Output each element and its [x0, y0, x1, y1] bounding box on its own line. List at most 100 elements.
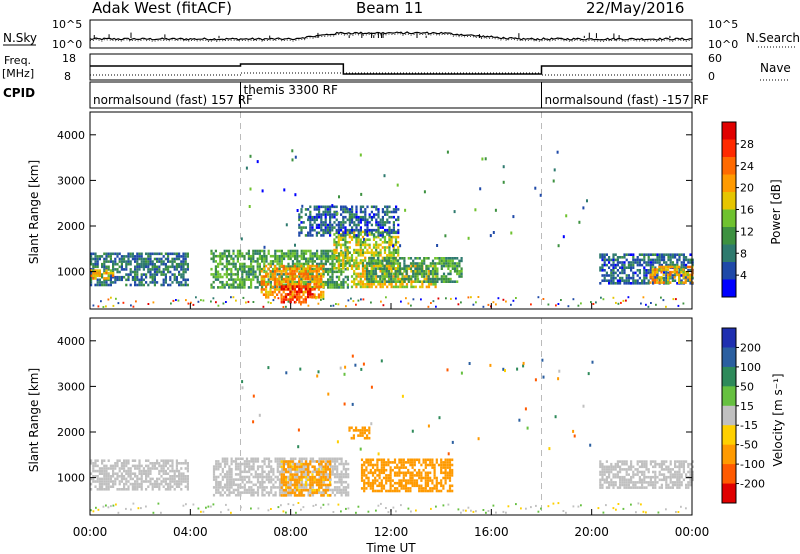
range-gate	[404, 466, 408, 469]
range-gate	[300, 275, 303, 278]
range-gate	[387, 461, 390, 464]
range-gate	[186, 485, 189, 488]
range-gate	[315, 470, 318, 474]
range-gate	[90, 459, 93, 462]
range-gate	[94, 459, 97, 462]
range-gate	[289, 460, 292, 463]
range-gate	[307, 215, 310, 219]
range-gate	[335, 254, 338, 258]
range-gate	[285, 468, 288, 471]
range-gate	[296, 470, 299, 474]
range-gate	[432, 300, 435, 303]
range-gate	[283, 252, 286, 255]
range-gate	[256, 249, 259, 253]
range-gate	[619, 256, 622, 259]
range-gate	[458, 262, 461, 265]
range-gate	[230, 262, 233, 266]
range-gate	[322, 205, 325, 209]
range-gate	[342, 238, 345, 241]
range-gate	[664, 265, 667, 269]
range-gate	[652, 460, 655, 463]
y-tick-label: 4000	[57, 129, 85, 142]
range-gate	[608, 282, 611, 285]
range-gate	[652, 483, 655, 487]
range-gate	[250, 262, 253, 266]
range-gate	[298, 295, 301, 299]
range-gate	[241, 478, 244, 481]
range-gate	[651, 273, 654, 277]
range-gate	[294, 254, 297, 258]
range-gate	[285, 481, 288, 484]
range-gate	[342, 226, 345, 229]
range-gate	[442, 259, 446, 263]
range-gate	[396, 280, 399, 283]
range-gate	[630, 253, 633, 256]
range-gate	[630, 462, 633, 466]
range-gate	[357, 221, 360, 224]
range-gate	[187, 302, 190, 305]
range-gate	[625, 483, 628, 487]
range-gate	[388, 231, 391, 235]
range-gate	[482, 305, 485, 308]
range-gate	[101, 480, 104, 483]
range-gate	[342, 261, 345, 265]
range-gate	[136, 283, 139, 287]
range-gate	[320, 254, 323, 258]
range-gate	[429, 280, 432, 283]
range-gate	[293, 468, 296, 471]
range-gate	[270, 478, 273, 481]
range-gate	[296, 475, 299, 479]
range-gate	[658, 478, 661, 482]
range-gate	[184, 283, 187, 287]
range-gate	[313, 221, 316, 224]
range-gate	[120, 480, 123, 483]
range-gate	[429, 272, 432, 276]
range-gate	[273, 264, 276, 268]
range-gate	[140, 283, 143, 287]
range-gate	[136, 485, 139, 488]
range-gate	[309, 257, 312, 261]
range-gate	[510, 303, 512, 306]
range-gate	[313, 280, 316, 283]
range-gate	[424, 461, 427, 464]
range-gate	[378, 476, 381, 480]
range-gate	[221, 486, 224, 489]
range-gate	[131, 459, 134, 462]
range-gate	[320, 486, 323, 489]
range-gate	[320, 293, 323, 296]
range-gate	[355, 272, 358, 276]
range-gate	[405, 264, 408, 268]
range-gate	[361, 270, 365, 273]
range-gate	[379, 221, 382, 224]
range-gate	[673, 265, 676, 269]
range-gate	[370, 215, 373, 219]
range-gate	[307, 280, 310, 284]
range-gate	[125, 469, 128, 473]
range-gate	[120, 467, 123, 470]
range-gate	[405, 275, 409, 278]
range-gate	[160, 270, 163, 274]
range-gate	[426, 458, 430, 462]
range-gate	[385, 272, 388, 276]
range-gate	[217, 491, 220, 494]
range-gate	[326, 460, 329, 463]
range-gate	[336, 465, 339, 468]
range-gate	[300, 486, 304, 489]
range-gate	[256, 286, 259, 289]
range-gate	[359, 230, 362, 234]
range-gate	[686, 273, 689, 277]
range-gate	[217, 278, 220, 281]
range-gate	[658, 281, 661, 284]
range-gate	[300, 270, 303, 273]
range-gate	[623, 266, 626, 269]
range-gate	[109, 480, 112, 483]
range-gate	[241, 273, 244, 276]
range-gate	[262, 305, 265, 308]
range-gate	[383, 259, 387, 262]
range-gate	[333, 215, 336, 219]
range-gate	[397, 235, 400, 239]
range-gate	[627, 481, 630, 484]
colorbar-tick-label: 12	[740, 225, 754, 238]
range-gate	[160, 482, 163, 486]
range-gate	[364, 241, 367, 244]
